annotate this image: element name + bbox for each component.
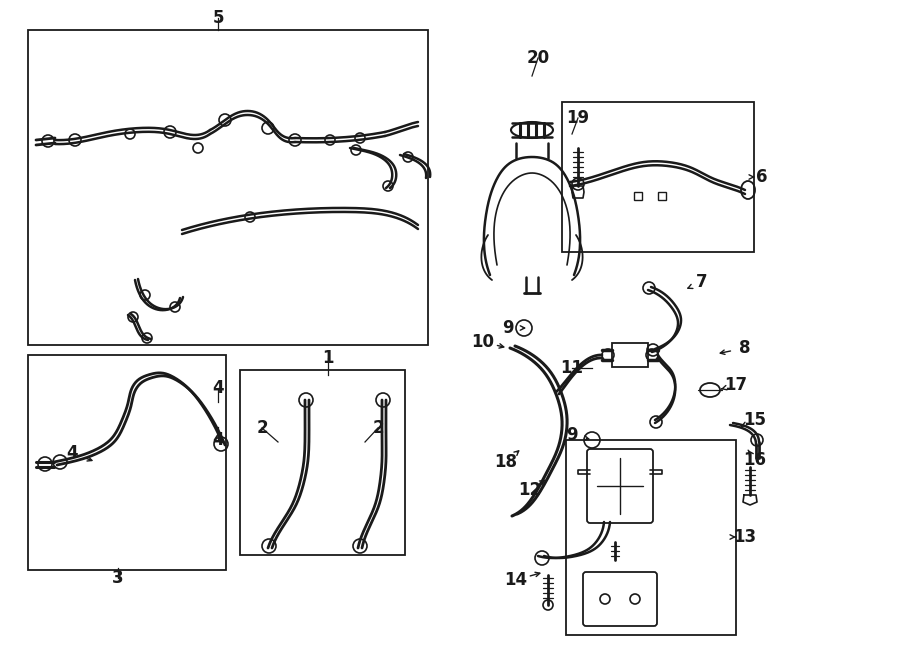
FancyBboxPatch shape [587,449,653,523]
Text: 10: 10 [472,333,494,351]
Bar [28,30,428,345]
Bar [566,440,736,635]
Text: 11: 11 [561,359,583,377]
Text: 14: 14 [504,571,527,589]
Bar [28,355,226,570]
Text: 9: 9 [566,426,578,444]
Text: 19: 19 [566,109,590,127]
Bar [634,192,642,200]
Text: 2: 2 [373,419,383,437]
Bar [562,102,754,252]
Text: 3: 3 [112,569,124,587]
Text: 7: 7 [697,273,707,291]
Text: 13: 13 [734,528,757,546]
Text: 1: 1 [322,349,334,367]
Text: 9: 9 [502,319,514,337]
Text: 2: 2 [256,419,268,437]
Bar [612,343,648,367]
Text: 5: 5 [212,9,224,27]
Text: 6: 6 [756,168,768,186]
Bar [240,370,405,555]
FancyBboxPatch shape [583,572,657,626]
Text: 4: 4 [67,444,77,462]
Text: 4: 4 [212,431,224,449]
Text: 12: 12 [518,481,542,499]
Text: 4: 4 [212,379,224,397]
Text: 20: 20 [526,49,550,67]
Text: 15: 15 [743,411,767,429]
Text: 17: 17 [724,376,748,394]
Text: 18: 18 [494,453,518,471]
Text: 8: 8 [739,339,751,357]
Text: 16: 16 [743,451,767,469]
Bar [658,192,666,200]
